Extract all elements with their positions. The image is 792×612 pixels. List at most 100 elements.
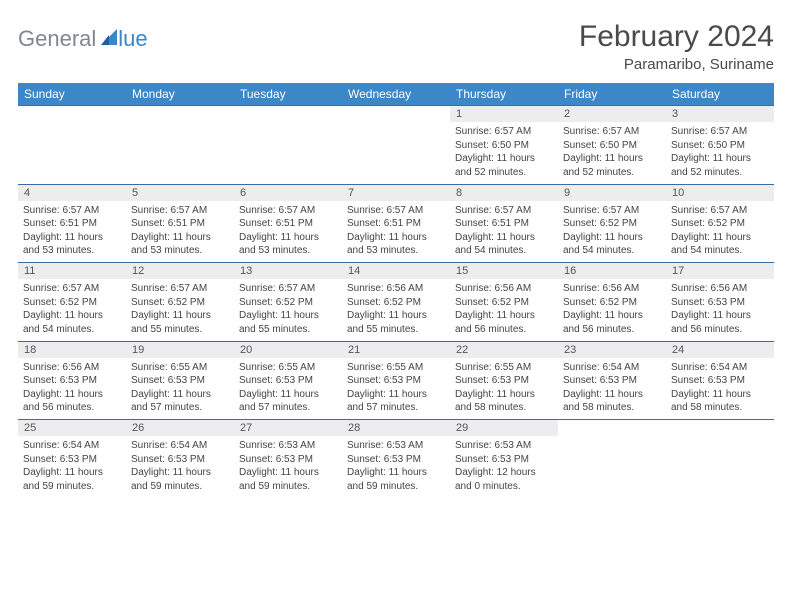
day-number: 19 bbox=[126, 341, 234, 358]
sunrise-text: Sunrise: 6:57 AM bbox=[671, 125, 769, 139]
sunset-text: Sunset: 6:50 PM bbox=[563, 139, 661, 153]
day-cell: Sunrise: 6:55 AMSunset: 6:53 PMDaylight:… bbox=[126, 358, 234, 420]
day-number: 25 bbox=[18, 420, 126, 437]
day-number bbox=[342, 106, 450, 123]
day-number: 9 bbox=[558, 184, 666, 201]
day2-text: and 56 minutes. bbox=[23, 401, 121, 415]
day2-text: and 59 minutes. bbox=[23, 480, 121, 494]
location-label: Paramaribo, Suriname bbox=[579, 56, 774, 73]
day-number bbox=[558, 420, 666, 437]
day2-text: and 53 minutes. bbox=[131, 244, 229, 258]
day1-text: Daylight: 11 hours bbox=[131, 388, 229, 402]
weekday-header: Monday bbox=[126, 83, 234, 106]
sunset-text: Sunset: 6:50 PM bbox=[455, 139, 553, 153]
weekday-header: Thursday bbox=[450, 83, 558, 106]
sunrise-text: Sunrise: 6:53 AM bbox=[455, 439, 553, 453]
day-number: 10 bbox=[666, 184, 774, 201]
day-cell: Sunrise: 6:57 AMSunset: 6:52 PMDaylight:… bbox=[126, 279, 234, 341]
day-cell: Sunrise: 6:56 AMSunset: 6:53 PMDaylight:… bbox=[18, 358, 126, 420]
weekday-header: Wednesday bbox=[342, 83, 450, 106]
day-number: 18 bbox=[18, 341, 126, 358]
day1-text: Daylight: 11 hours bbox=[671, 388, 769, 402]
sunrise-text: Sunrise: 6:53 AM bbox=[239, 439, 337, 453]
sunrise-text: Sunrise: 6:54 AM bbox=[563, 361, 661, 375]
day1-text: Daylight: 11 hours bbox=[347, 388, 445, 402]
sunset-text: Sunset: 6:53 PM bbox=[23, 374, 121, 388]
sunset-text: Sunset: 6:51 PM bbox=[131, 217, 229, 231]
logo-text-general: General bbox=[18, 26, 96, 52]
day-number: 22 bbox=[450, 341, 558, 358]
daynum-row: 2526272829 bbox=[18, 420, 774, 437]
day2-text: and 58 minutes. bbox=[563, 401, 661, 415]
day-cell bbox=[126, 122, 234, 184]
day-cell bbox=[234, 122, 342, 184]
day-number: 12 bbox=[126, 263, 234, 280]
sunrise-text: Sunrise: 6:57 AM bbox=[563, 125, 661, 139]
calendar-table: Sunday Monday Tuesday Wednesday Thursday… bbox=[18, 83, 774, 498]
day1-text: Daylight: 11 hours bbox=[455, 309, 553, 323]
day-cell: Sunrise: 6:57 AMSunset: 6:50 PMDaylight:… bbox=[450, 122, 558, 184]
sunset-text: Sunset: 6:52 PM bbox=[239, 296, 337, 310]
day2-text: and 55 minutes. bbox=[131, 323, 229, 337]
day-number bbox=[18, 106, 126, 123]
weekday-header: Saturday bbox=[666, 83, 774, 106]
sunrise-text: Sunrise: 6:54 AM bbox=[671, 361, 769, 375]
day1-text: Daylight: 11 hours bbox=[563, 231, 661, 245]
day1-text: Daylight: 11 hours bbox=[239, 231, 337, 245]
day2-text: and 57 minutes. bbox=[239, 401, 337, 415]
daynum-row: 11121314151617 bbox=[18, 263, 774, 280]
sunset-text: Sunset: 6:53 PM bbox=[239, 374, 337, 388]
daynum-row: 18192021222324 bbox=[18, 341, 774, 358]
day-cell: Sunrise: 6:56 AMSunset: 6:52 PMDaylight:… bbox=[450, 279, 558, 341]
sunset-text: Sunset: 6:51 PM bbox=[455, 217, 553, 231]
detail-row: Sunrise: 6:56 AMSunset: 6:53 PMDaylight:… bbox=[18, 358, 774, 420]
day2-text: and 0 minutes. bbox=[455, 480, 553, 494]
weekday-header: Tuesday bbox=[234, 83, 342, 106]
sunset-text: Sunset: 6:51 PM bbox=[347, 217, 445, 231]
sunrise-text: Sunrise: 6:56 AM bbox=[23, 361, 121, 375]
sunrise-text: Sunrise: 6:54 AM bbox=[131, 439, 229, 453]
day1-text: Daylight: 11 hours bbox=[23, 466, 121, 480]
day-number: 13 bbox=[234, 263, 342, 280]
detail-row: Sunrise: 6:57 AMSunset: 6:50 PMDaylight:… bbox=[18, 122, 774, 184]
sunset-text: Sunset: 6:53 PM bbox=[455, 374, 553, 388]
logo-text-blue: lue bbox=[118, 26, 147, 52]
sunrise-text: Sunrise: 6:57 AM bbox=[239, 204, 337, 218]
sunset-text: Sunset: 6:52 PM bbox=[23, 296, 121, 310]
sunset-text: Sunset: 6:53 PM bbox=[671, 296, 769, 310]
day-cell bbox=[666, 436, 774, 498]
sunset-text: Sunset: 6:53 PM bbox=[347, 453, 445, 467]
sunrise-text: Sunrise: 6:57 AM bbox=[239, 282, 337, 296]
day-number: 1 bbox=[450, 106, 558, 123]
day-cell: Sunrise: 6:56 AMSunset: 6:52 PMDaylight:… bbox=[342, 279, 450, 341]
sunset-text: Sunset: 6:53 PM bbox=[455, 453, 553, 467]
day-cell: Sunrise: 6:54 AMSunset: 6:53 PMDaylight:… bbox=[666, 358, 774, 420]
sunset-text: Sunset: 6:52 PM bbox=[347, 296, 445, 310]
day-cell bbox=[18, 122, 126, 184]
sunrise-text: Sunrise: 6:55 AM bbox=[239, 361, 337, 375]
day-cell: Sunrise: 6:53 AMSunset: 6:53 PMDaylight:… bbox=[234, 436, 342, 498]
day-number: 15 bbox=[450, 263, 558, 280]
sunrise-text: Sunrise: 6:57 AM bbox=[455, 125, 553, 139]
day-cell: Sunrise: 6:53 AMSunset: 6:53 PMDaylight:… bbox=[342, 436, 450, 498]
sunset-text: Sunset: 6:53 PM bbox=[23, 453, 121, 467]
day2-text: and 54 minutes. bbox=[563, 244, 661, 258]
day-cell: Sunrise: 6:55 AMSunset: 6:53 PMDaylight:… bbox=[450, 358, 558, 420]
day-number: 16 bbox=[558, 263, 666, 280]
sunrise-text: Sunrise: 6:57 AM bbox=[671, 204, 769, 218]
day-cell: Sunrise: 6:54 AMSunset: 6:53 PMDaylight:… bbox=[18, 436, 126, 498]
sunrise-text: Sunrise: 6:57 AM bbox=[455, 204, 553, 218]
weekday-header: Friday bbox=[558, 83, 666, 106]
day-number: 4 bbox=[18, 184, 126, 201]
sunset-text: Sunset: 6:53 PM bbox=[131, 453, 229, 467]
sunset-text: Sunset: 6:51 PM bbox=[23, 217, 121, 231]
day-number: 23 bbox=[558, 341, 666, 358]
day1-text: Daylight: 11 hours bbox=[347, 466, 445, 480]
day1-text: Daylight: 11 hours bbox=[23, 309, 121, 323]
sunrise-text: Sunrise: 6:57 AM bbox=[23, 204, 121, 218]
day1-text: Daylight: 11 hours bbox=[347, 231, 445, 245]
day2-text: and 59 minutes. bbox=[131, 480, 229, 494]
day2-text: and 58 minutes. bbox=[671, 401, 769, 415]
day-cell: Sunrise: 6:55 AMSunset: 6:53 PMDaylight:… bbox=[234, 358, 342, 420]
day-number: 21 bbox=[342, 341, 450, 358]
